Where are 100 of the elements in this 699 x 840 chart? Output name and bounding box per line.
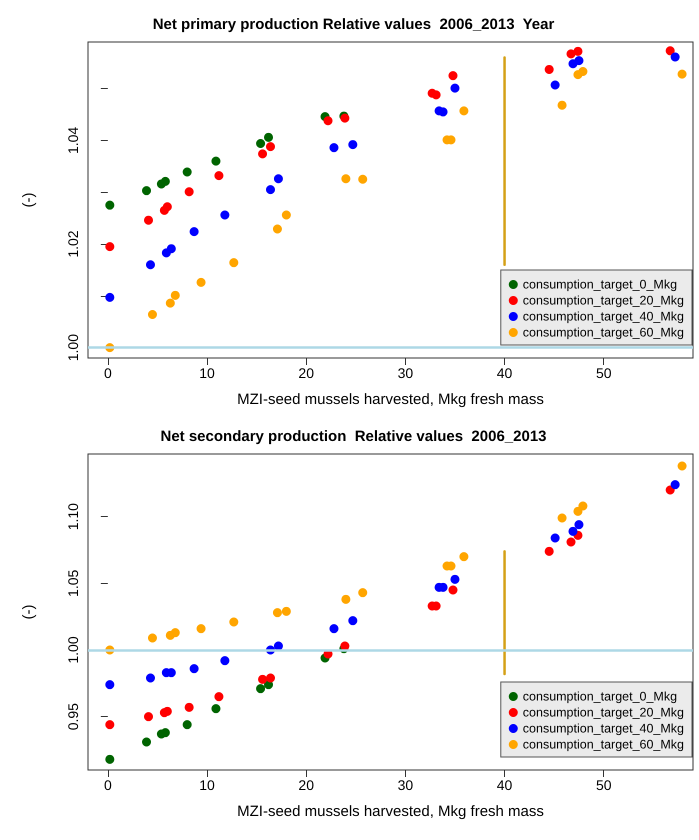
point [459, 552, 468, 562]
point [558, 100, 567, 110]
y-axis-title: (-) [20, 604, 37, 620]
point [229, 258, 238, 268]
point [272, 608, 282, 618]
point [105, 754, 114, 764]
point [678, 70, 687, 79]
point [170, 628, 180, 638]
point [324, 116, 333, 126]
x-axis-title: MZI-seed mussels harvested, Mkg fresh mass [237, 803, 544, 820]
point [105, 242, 114, 252]
point [144, 712, 153, 722]
point [196, 278, 206, 287]
point [190, 664, 199, 674]
point [166, 298, 175, 308]
point [214, 692, 224, 702]
point [574, 56, 584, 66]
x-tick-label: 0 [104, 365, 112, 381]
x-tick-label: 40 [496, 365, 513, 381]
point [678, 462, 687, 470]
point [182, 168, 192, 177]
point [211, 704, 220, 714]
point [348, 616, 358, 626]
point [550, 80, 560, 90]
point [666, 486, 675, 494]
x-tick-label: 10 [199, 365, 216, 381]
point [105, 292, 114, 302]
point [266, 142, 275, 152]
point [184, 702, 194, 712]
point [105, 720, 114, 730]
point [264, 132, 274, 142]
legend-label: consumption_target_20_Mkg [522, 706, 684, 720]
point [266, 674, 275, 682]
x-tick-label: 20 [298, 365, 314, 381]
point [341, 174, 350, 184]
point [272, 224, 282, 234]
legend-label: consumption_target_60_Mkg [522, 326, 684, 340]
point [282, 210, 291, 220]
point [142, 186, 152, 196]
y-tick-label: 1.05 [65, 569, 81, 597]
point [146, 260, 155, 270]
y-tick-label: 1.10 [65, 502, 81, 530]
point [229, 618, 238, 626]
point [274, 642, 283, 650]
point [573, 506, 582, 516]
point [358, 588, 368, 598]
x-tick-label: 20 [298, 777, 314, 793]
point [214, 171, 224, 180]
x-tick-label: 30 [398, 365, 414, 381]
point [450, 574, 460, 584]
y-axis-title: (-) [20, 192, 37, 208]
point [450, 84, 460, 93]
point [358, 174, 368, 184]
x-axis-title: MZI-seed mussels harvested, Mkg fresh mass [237, 391, 544, 408]
point [105, 200, 114, 210]
x-tick-label: 0 [104, 777, 112, 793]
x-tick-label: 40 [496, 777, 513, 793]
x-tick-label: 10 [199, 777, 216, 793]
point [220, 210, 230, 220]
point [348, 140, 358, 150]
point [256, 684, 266, 694]
point [670, 52, 680, 62]
point [550, 534, 560, 542]
point [573, 46, 582, 56]
y-tick-label: 0.95 [65, 702, 81, 730]
point [182, 720, 192, 730]
legend-label: consumption_target_40_Mkg [522, 722, 684, 736]
legend-label: consumption_target_0_Mkg [522, 690, 678, 704]
y-tick-label: 1.00 [65, 334, 81, 362]
point [566, 538, 576, 546]
point [558, 514, 567, 522]
point [148, 634, 157, 642]
y-tick-label: 1.00 [65, 636, 81, 664]
point [160, 176, 170, 186]
point [448, 71, 458, 80]
point [148, 310, 157, 319]
point [574, 520, 584, 530]
point [578, 67, 588, 76]
legend-label: consumption_target_60_Mkg [522, 738, 684, 752]
point [266, 185, 275, 194]
point [190, 227, 199, 236]
point [196, 624, 206, 634]
point [211, 156, 220, 166]
x-tick-label: 50 [596, 777, 612, 793]
point [144, 216, 153, 225]
point [282, 606, 291, 616]
point [258, 674, 268, 684]
point [166, 244, 176, 254]
point [220, 656, 230, 666]
point [162, 202, 172, 212]
point [448, 586, 458, 594]
point [256, 139, 266, 148]
chart-title: Net secondary production Relative values 2006_2013 [160, 428, 547, 445]
point [274, 174, 283, 184]
point [105, 680, 114, 690]
point [170, 290, 180, 300]
y-tick-label: 1.02 [65, 230, 81, 258]
point [578, 502, 588, 510]
chart-title: Net primary production Relative values 2006_2013 Year [152, 16, 554, 33]
point [544, 546, 554, 556]
